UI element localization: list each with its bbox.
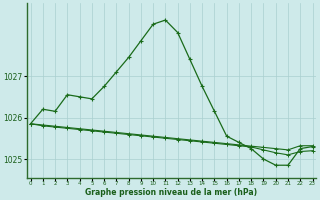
X-axis label: Graphe pression niveau de la mer (hPa): Graphe pression niveau de la mer (hPa): [85, 188, 258, 197]
